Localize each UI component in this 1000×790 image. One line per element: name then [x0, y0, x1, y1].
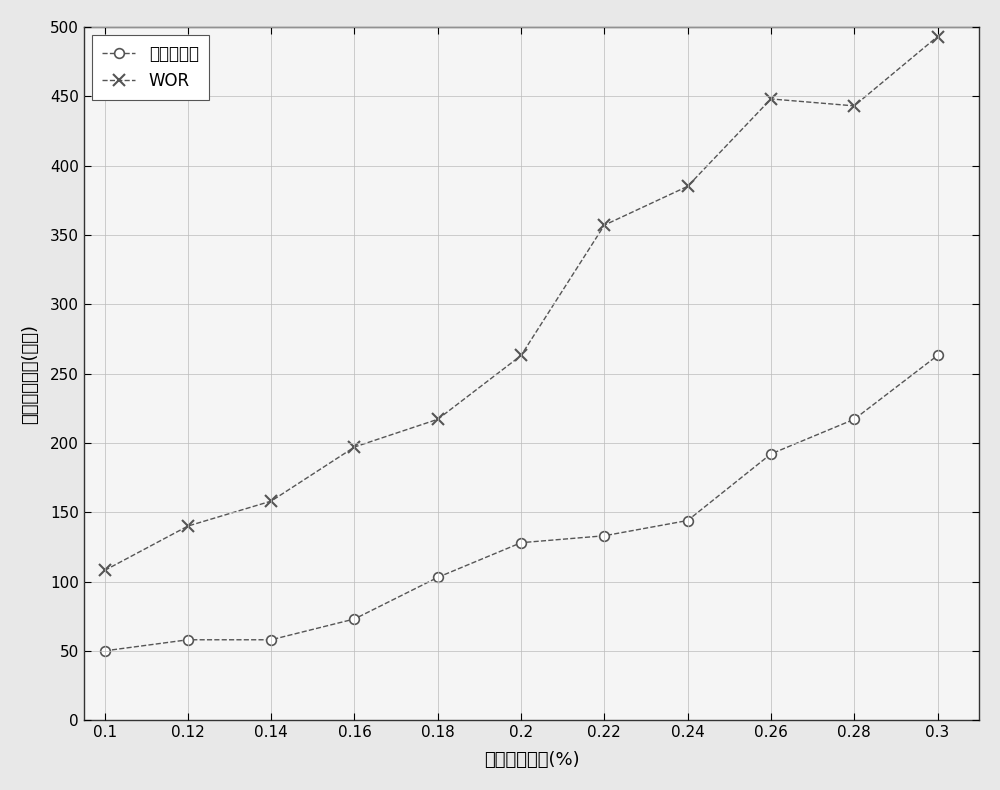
WOR — [932, 32, 944, 41]
WOR — [682, 182, 694, 191]
WOR — [515, 351, 527, 360]
本发明方法 — [848, 415, 860, 424]
WOR — [265, 496, 277, 506]
本发明方法 — [182, 635, 194, 645]
本发明方法 — [765, 450, 777, 459]
本发明方法 — [682, 516, 694, 525]
WOR — [598, 220, 610, 230]
本发明方法 — [99, 646, 111, 656]
WOR — [99, 566, 111, 575]
WOR — [848, 101, 860, 111]
Line: WOR: WOR — [99, 31, 943, 576]
Line: 本发明方法: 本发明方法 — [100, 351, 942, 656]
WOR — [182, 521, 194, 531]
WOR — [765, 94, 777, 103]
Y-axis label: 平均传输时延(时隙): 平均传输时延(时隙) — [21, 324, 39, 423]
WOR — [348, 442, 360, 452]
本发明方法 — [432, 573, 444, 582]
Legend: 本发明方法, WOR: 本发明方法, WOR — [92, 36, 209, 100]
本发明方法 — [265, 635, 277, 645]
WOR — [432, 415, 444, 424]
本发明方法 — [932, 351, 944, 360]
本发明方法 — [598, 531, 610, 540]
X-axis label: 数据产生概率(%): 数据产生概率(%) — [484, 751, 579, 769]
本发明方法 — [348, 614, 360, 623]
本发明方法 — [515, 538, 527, 547]
